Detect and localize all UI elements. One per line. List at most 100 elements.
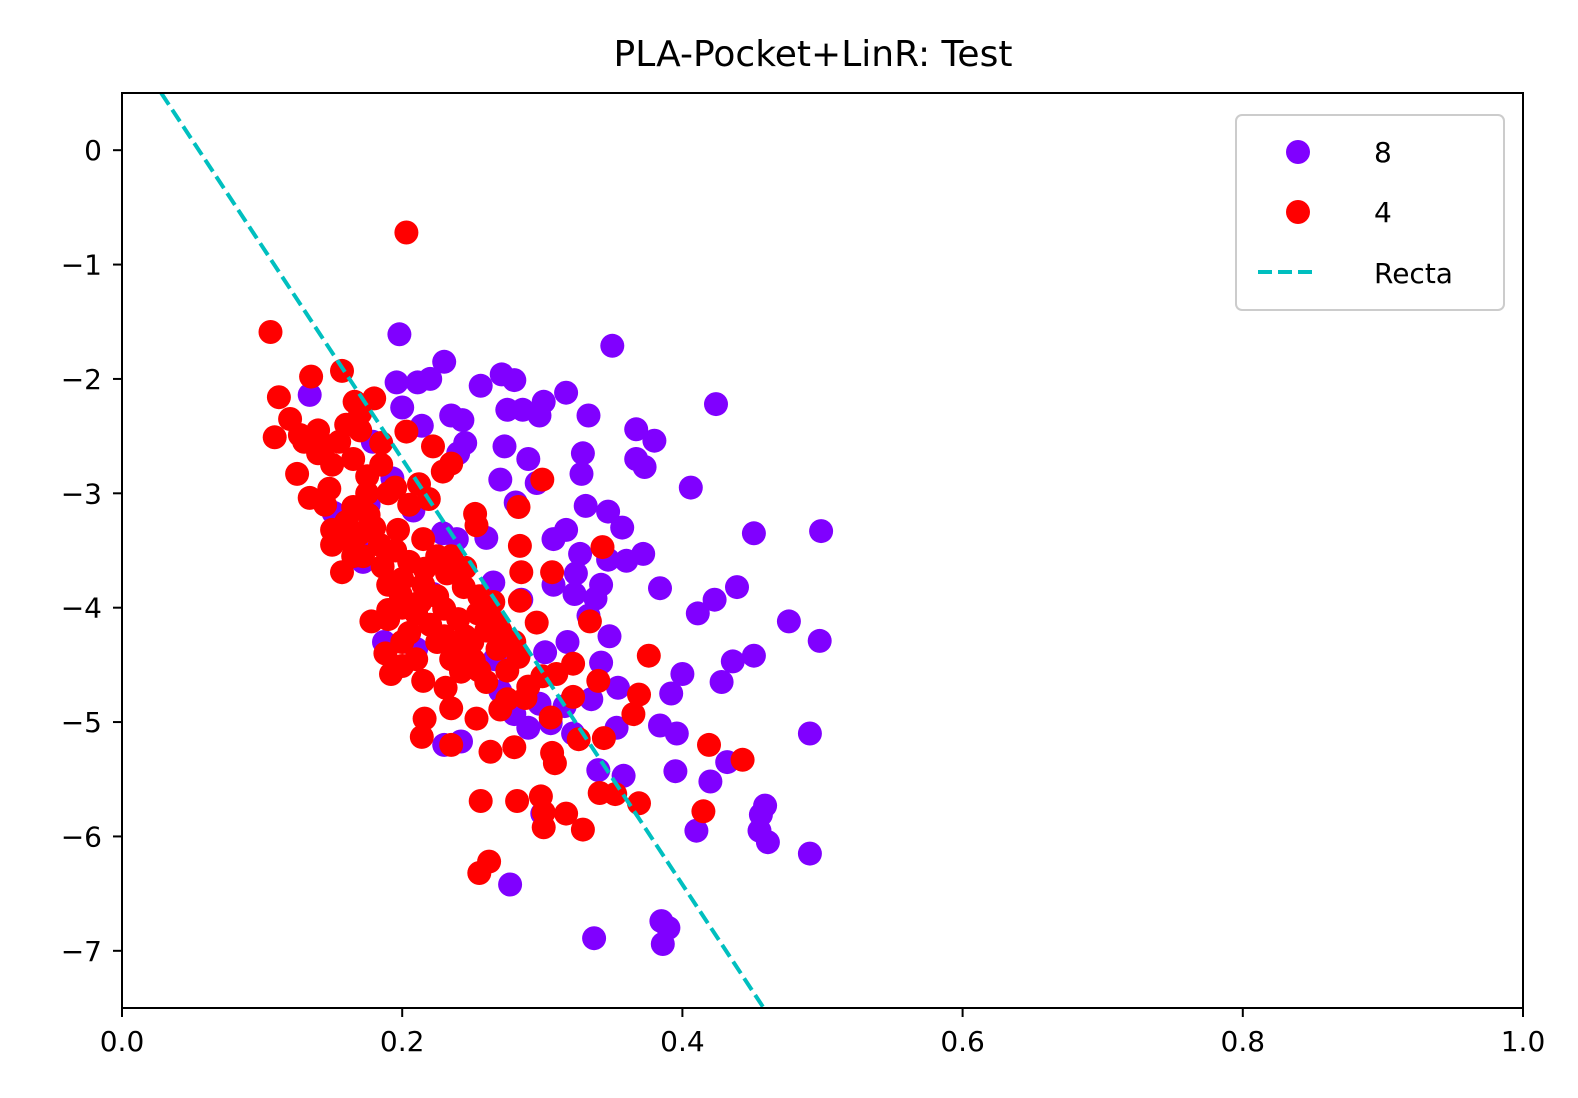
data-point-4 bbox=[369, 452, 394, 477]
data-point-4 bbox=[530, 467, 555, 492]
data-point-4 bbox=[394, 419, 419, 444]
data-point-8 bbox=[631, 541, 656, 566]
data-point-4 bbox=[502, 630, 527, 654]
legend-label-8: 8 bbox=[1374, 136, 1392, 169]
data-point-4 bbox=[376, 572, 401, 597]
y-tick-label: 0 bbox=[84, 134, 102, 167]
data-point-8 bbox=[533, 640, 558, 665]
data-point-8 bbox=[569, 461, 594, 486]
legend-marker-4 bbox=[1286, 200, 1310, 224]
data-point-4 bbox=[386, 517, 410, 542]
data-point-4 bbox=[373, 641, 398, 666]
data-point-4 bbox=[430, 459, 455, 484]
data-point-8 bbox=[755, 830, 780, 855]
data-point-4 bbox=[320, 452, 345, 477]
data-point-8 bbox=[468, 373, 493, 398]
x-axis: 0.0 0.2 0.4 0.6 0.8 1.0 bbox=[100, 1008, 1546, 1058]
data-point-4 bbox=[355, 481, 380, 506]
data-point-8 bbox=[797, 841, 822, 866]
data-point-8 bbox=[450, 408, 475, 433]
data-point-4 bbox=[460, 630, 485, 654]
data-point-4 bbox=[412, 706, 437, 731]
y-axis: 0 −1 −2 −3 −4 −5 −6 −7 bbox=[61, 134, 122, 968]
data-point-8 bbox=[516, 715, 541, 740]
x-tick-label: 0.2 bbox=[380, 1025, 425, 1058]
data-point-8 bbox=[698, 769, 723, 794]
data-point-8 bbox=[390, 395, 415, 420]
data-point-4 bbox=[390, 595, 415, 620]
legend-label-recta: Recta bbox=[1374, 257, 1453, 290]
y-tick-label: −5 bbox=[61, 706, 102, 739]
data-point-8 bbox=[741, 521, 766, 546]
data-point-4 bbox=[542, 751, 567, 776]
data-point-8 bbox=[725, 575, 749, 600]
data-point-8 bbox=[685, 601, 710, 626]
data-point-4 bbox=[524, 610, 549, 635]
y-tick-label: −4 bbox=[61, 592, 102, 625]
data-point-4 bbox=[313, 492, 338, 517]
x-tick-label: 1.0 bbox=[1501, 1025, 1546, 1058]
data-point-4 bbox=[439, 732, 464, 757]
data-point-4 bbox=[538, 705, 563, 730]
data-point-8 bbox=[807, 628, 832, 653]
data-point-8 bbox=[541, 527, 566, 552]
data-point-8 bbox=[642, 428, 667, 453]
data-point-4 bbox=[478, 739, 503, 764]
y-tick-label: −1 bbox=[61, 249, 102, 282]
data-point-4 bbox=[561, 684, 586, 709]
data-point-8 bbox=[582, 926, 607, 951]
data-point-4 bbox=[306, 418, 331, 443]
legend-marker-8 bbox=[1286, 140, 1310, 164]
data-point-4 bbox=[262, 425, 287, 450]
data-point-8 bbox=[297, 382, 322, 407]
data-point-4 bbox=[299, 364, 324, 389]
data-point-8 bbox=[573, 493, 598, 518]
data-point-4 bbox=[468, 789, 493, 813]
data-point-4 bbox=[730, 747, 755, 772]
data-point-4 bbox=[397, 492, 422, 517]
data-point-4 bbox=[411, 527, 436, 552]
x-tick-label: 0.6 bbox=[940, 1025, 985, 1058]
data-point-8 bbox=[492, 434, 517, 459]
data-point-8 bbox=[659, 681, 684, 706]
data-point-8 bbox=[418, 366, 443, 391]
data-point-4 bbox=[362, 515, 387, 540]
data-point-4 bbox=[383, 475, 408, 500]
data-point-4 bbox=[464, 706, 489, 731]
data-point-8 bbox=[579, 687, 604, 712]
data-point-4 bbox=[507, 588, 532, 613]
data-point-8 bbox=[554, 380, 579, 405]
data-point-8 bbox=[704, 392, 728, 417]
legend-frame bbox=[1235, 114, 1505, 311]
data-point-8 bbox=[797, 721, 822, 746]
legend: 8 4 Recta bbox=[1235, 114, 1505, 311]
data-point-4 bbox=[691, 799, 716, 824]
data-point-8 bbox=[568, 541, 593, 566]
data-point-8 bbox=[610, 515, 635, 540]
data-point-4 bbox=[477, 849, 502, 874]
data-point-4 bbox=[627, 682, 651, 707]
data-point-4 bbox=[266, 385, 291, 410]
data-point-4 bbox=[506, 495, 531, 519]
data-point-4 bbox=[697, 732, 721, 757]
data-point-8 bbox=[563, 561, 588, 586]
data-point-8 bbox=[624, 417, 649, 442]
data-point-8 bbox=[384, 370, 409, 395]
data-point-4 bbox=[320, 532, 345, 557]
data-point-4 bbox=[554, 801, 579, 826]
data-point-4 bbox=[540, 560, 565, 585]
data-point-8 bbox=[650, 932, 675, 956]
y-tick-label: −2 bbox=[61, 363, 102, 396]
data-point-4 bbox=[636, 643, 661, 668]
data-point-8 bbox=[648, 576, 672, 601]
data-point-8 bbox=[589, 650, 614, 675]
data-point-4 bbox=[285, 461, 310, 486]
data-point-8 bbox=[600, 333, 625, 358]
data-point-4 bbox=[467, 658, 492, 683]
data-point-8 bbox=[776, 609, 801, 634]
y-tick-label: −7 bbox=[61, 935, 102, 968]
data-point-8 bbox=[498, 872, 523, 897]
data-point-4 bbox=[488, 697, 513, 722]
data-point-4 bbox=[327, 429, 352, 454]
